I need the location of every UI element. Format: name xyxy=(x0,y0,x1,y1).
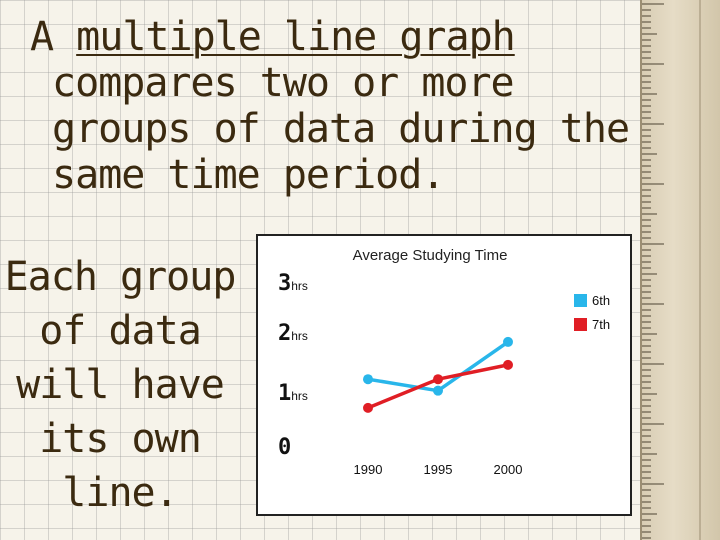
legend-label: 7th xyxy=(592,317,610,332)
x-tick-label: 2000 xyxy=(494,462,523,477)
y-tick-unit: hrs xyxy=(291,279,308,293)
y-tick-number: 3 xyxy=(278,271,291,296)
data-point-6th xyxy=(433,385,443,396)
heading-rest: compares two or more groups of data duri… xyxy=(52,60,630,198)
x-axis-labels: 1990 1995 2000 xyxy=(354,462,523,477)
heading-prefix: A xyxy=(30,14,77,60)
x-tick-label: 1990 xyxy=(354,462,383,477)
chart-legend: 6th 7th xyxy=(574,293,610,332)
data-point-7th xyxy=(503,359,513,370)
ruler-decoration xyxy=(640,0,720,540)
slide-heading: A multiple line graph compares two or mo… xyxy=(30,14,640,198)
heading-term: multiple line graph xyxy=(76,14,516,60)
y-tick-label: 2hrs xyxy=(278,321,308,346)
legend-swatch xyxy=(574,318,587,331)
data-point-6th xyxy=(363,374,373,385)
y-tick-number: 1 xyxy=(278,381,291,406)
data-point-6th xyxy=(503,336,513,347)
data-point-7th xyxy=(363,402,373,413)
legend-label: 6th xyxy=(592,293,610,308)
series-points xyxy=(363,336,513,413)
y-tick-number: 0 xyxy=(278,435,291,460)
y-tick-unit: hrs xyxy=(291,329,308,343)
y-tick-number: 2 xyxy=(278,321,291,346)
y-tick-unit: hrs xyxy=(291,389,308,403)
x-tick-label: 1995 xyxy=(424,462,453,477)
ruler-ticks xyxy=(642,0,701,540)
legend-swatch xyxy=(574,294,587,307)
data-point-7th xyxy=(433,374,443,385)
side-text: Each group of data will have its own lin… xyxy=(4,254,237,516)
y-tick-label: 1hrs xyxy=(278,381,308,406)
y-tick-label: 3hrs xyxy=(278,271,308,296)
chart-title: Average Studying Time xyxy=(353,247,508,264)
chart-panel: Average Studying Time 0 1hrs 2hrs 3hrs 1990… xyxy=(256,234,632,516)
y-tick-label: 0 xyxy=(278,435,291,460)
